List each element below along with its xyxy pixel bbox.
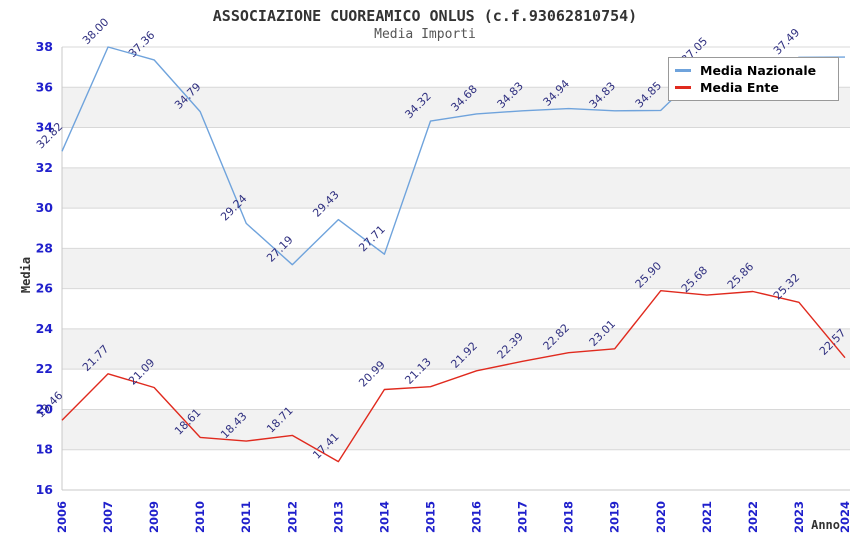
x-tick-label: 2024 — [838, 501, 850, 533]
x-tick-label: 2019 — [608, 501, 622, 533]
x-tick-label: 2007 — [101, 501, 115, 533]
x-tick-label: 2016 — [470, 501, 484, 533]
legend-swatch-icon — [675, 86, 691, 90]
y-tick-label: 38 — [36, 39, 53, 54]
x-tick-label: 2020 — [654, 501, 668, 533]
x-tick-label: 2021 — [700, 501, 714, 533]
y-tick-label: 24 — [36, 321, 54, 336]
y-tick-label: 16 — [36, 482, 54, 497]
plot-band — [62, 248, 850, 289]
plot-band — [62, 167, 850, 209]
x-tick-label: 2023 — [792, 501, 806, 533]
x-tick-label: 2013 — [331, 501, 345, 533]
x-tick-label: 2014 — [377, 501, 391, 533]
legend-label: Media Nazionale — [700, 62, 817, 78]
x-tick-label: 2018 — [562, 501, 576, 533]
y-tick-label: 20 — [36, 401, 54, 416]
legend-item-media-nazionale: Media Nazionale — [675, 63, 832, 78]
legend-swatch-icon — [675, 68, 691, 72]
y-tick-label: 30 — [36, 200, 54, 215]
data-point-label: 38.00 — [80, 16, 111, 47]
x-tick-label: 2011 — [239, 501, 253, 533]
plot-band — [62, 449, 850, 490]
x-tick-label: 2022 — [746, 501, 760, 533]
y-tick-label: 28 — [36, 240, 53, 255]
x-tick-label: 2010 — [193, 501, 207, 533]
y-tick-label: 32 — [36, 160, 53, 175]
legend-item-media-ente: Media Ente — [675, 80, 832, 95]
y-tick-label: 18 — [36, 442, 53, 457]
plot-band — [62, 288, 850, 329]
x-tick-label: 2006 — [55, 501, 69, 533]
y-tick-label: 36 — [36, 79, 54, 94]
legend-label: Media Ente — [700, 80, 779, 96]
x-tick-label: 2017 — [516, 501, 530, 533]
plot-band — [62, 328, 850, 370]
x-tick-label: 2009 — [147, 501, 161, 533]
x-tick-label: 2012 — [285, 501, 299, 533]
plot-band — [62, 369, 850, 410]
y-axis-title: Media — [19, 256, 33, 294]
chart-subtitle: Media Importi — [374, 27, 476, 42]
y-tick-label: 22 — [36, 361, 53, 376]
series-line-media-ente — [61, 290, 846, 463]
x-tick-label: 2015 — [423, 501, 437, 533]
y-tick-label: 26 — [36, 281, 54, 296]
y-tick-label: 34 — [36, 120, 54, 135]
legend-box: Media Nazionale Media Ente — [668, 57, 839, 101]
chart-title: ASSOCIAZIONE CUOREAMICO ONLUS (c.f.93062… — [212, 7, 638, 25]
plot-band — [62, 127, 850, 168]
x-axis-title: Anno — [811, 518, 840, 532]
plot-band — [62, 208, 850, 249]
